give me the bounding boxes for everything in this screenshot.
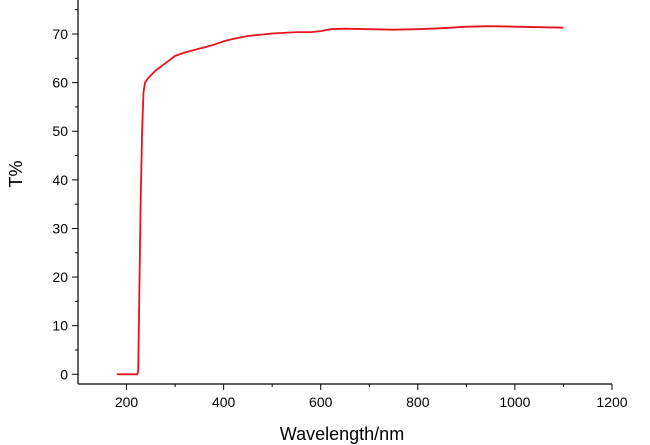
x-axis-ticks: 200 400 600 800 1000 1200 [115, 384, 628, 410]
x-tick-label: 1000 [499, 394, 530, 410]
y-tick-label: 40 [52, 172, 68, 188]
y-tick-label: 60 [52, 75, 68, 91]
x-tick-label: 600 [309, 394, 333, 410]
x-tick-label: 1200 [596, 394, 627, 410]
y-tick-label: 10 [52, 318, 68, 334]
x-tick-label: 800 [406, 394, 430, 410]
y-tick-label: 30 [52, 220, 68, 236]
y-axis-title: T% [6, 161, 26, 188]
y-tick-label: 20 [52, 269, 68, 285]
x-tick-label: 200 [115, 394, 139, 410]
series-layer [116, 25, 564, 376]
x-tick-label: 400 [212, 394, 236, 410]
series-line [116, 25, 564, 376]
y-tick-label: 50 [52, 123, 68, 139]
y-axis-ticks: 0 10 20 30 40 50 60 70 [52, 9, 78, 382]
axes [77, 0, 612, 385]
y-tick-label: 0 [60, 366, 68, 382]
y-tick-label: 70 [52, 26, 68, 42]
x-axis-title: Wavelength/nm [280, 424, 404, 444]
